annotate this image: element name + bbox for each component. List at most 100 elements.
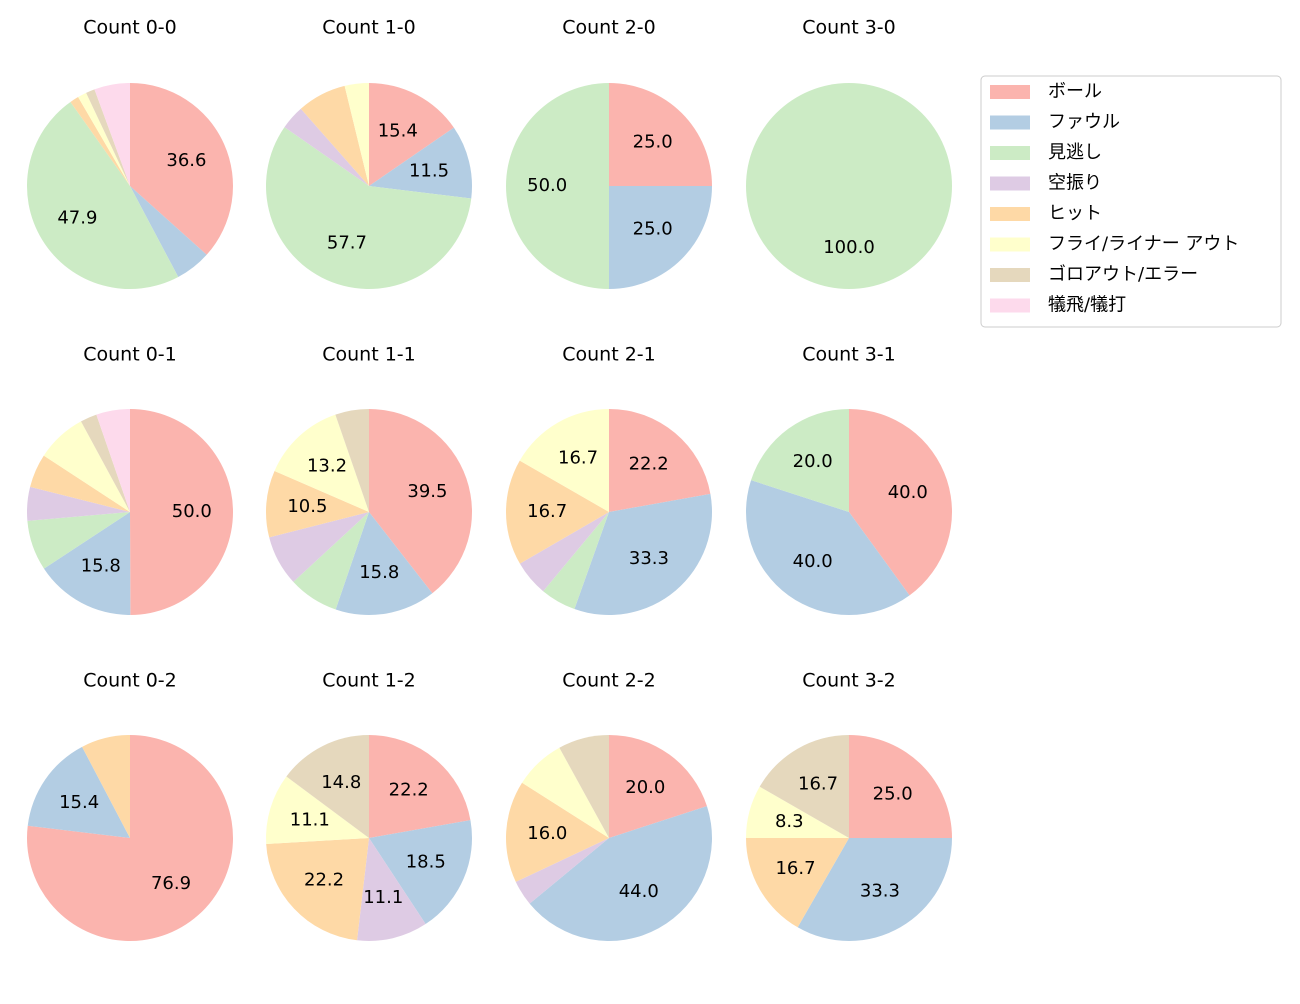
slice-label: 36.6 [166, 150, 206, 171]
slice-label: 16.7 [775, 858, 815, 879]
pie-title: Count 3-1 [802, 344, 896, 366]
pie-title: Count 1-2 [322, 670, 416, 692]
pie-slice [300, 85, 369, 186]
pie-slice [746, 480, 910, 615]
pie-slice [369, 409, 472, 594]
slice-label: 22.2 [389, 780, 429, 801]
pie-title: Count 0-1 [83, 344, 177, 366]
legend-label: ファウル [1048, 112, 1120, 133]
pie-slice [506, 460, 609, 564]
legend-swatch [990, 176, 1030, 191]
pie-slice [27, 512, 130, 569]
slice-label: 16.7 [558, 447, 598, 468]
pie-title: Count 3-2 [802, 670, 896, 692]
pie-slice [335, 409, 369, 512]
pie-slice [849, 409, 953, 596]
slice-label: 16.7 [798, 774, 838, 795]
pie-slice [266, 470, 369, 538]
slice-label: 11.1 [290, 809, 330, 830]
pie-title: Count 3-0 [802, 17, 896, 39]
slice-label: 25.0 [633, 131, 673, 152]
pie-title: Count 2-0 [562, 17, 656, 39]
pie-slice [369, 820, 472, 925]
slice-label: 100.0 [823, 237, 875, 258]
slice-label: 50.0 [172, 501, 212, 522]
slice-label: 76.9 [151, 873, 191, 894]
pie-slice [369, 83, 454, 186]
slice-label: 40.0 [888, 482, 928, 503]
pie-slice [543, 512, 609, 610]
pie-slice [797, 838, 952, 941]
legend-label: ヒット [1048, 203, 1102, 224]
pie-slice [369, 127, 472, 199]
slice-label: 20.0 [625, 777, 665, 798]
pie-slice [746, 83, 952, 289]
pie-slice [96, 409, 130, 512]
slice-label: 10.5 [287, 496, 327, 517]
slice-label: 15.8 [359, 562, 399, 583]
pie-slice [369, 735, 471, 838]
legend-swatch [990, 207, 1030, 221]
pie-slice [574, 493, 712, 615]
pie-slice [609, 409, 711, 512]
legend-swatch [990, 298, 1030, 313]
pie-slice [130, 186, 207, 278]
pie-slice [746, 786, 849, 838]
pie-title: Count 2-1 [562, 344, 656, 366]
pie-slice [30, 455, 131, 512]
pie-slice [519, 409, 609, 512]
slice-label: 8.3 [775, 811, 804, 832]
pie-slice [70, 97, 130, 186]
legend-label: ボール [1048, 81, 1102, 102]
pie-slice [515, 838, 609, 904]
pie-slice [274, 414, 369, 512]
pie-slice [94, 83, 130, 186]
pie-slice [609, 735, 707, 838]
pie-slice [344, 83, 369, 186]
pie-slice [335, 512, 433, 615]
pie-slice [506, 782, 609, 882]
pie-slice [506, 83, 609, 289]
pie-slice [529, 806, 712, 941]
pie-slice [130, 409, 234, 615]
slice-label: 13.2 [307, 456, 347, 477]
pie-slice [266, 776, 369, 844]
pie-slice [269, 512, 369, 582]
pie-slice [286, 735, 369, 838]
pie-slice [43, 421, 131, 512]
pie-slice [559, 735, 609, 838]
pie-title: Count 1-1 [322, 344, 416, 366]
slice-label: 44.0 [619, 881, 659, 902]
slice-label: 15.4 [378, 120, 418, 141]
legend-swatch [990, 237, 1030, 252]
pie-title: Count 0-2 [83, 670, 177, 692]
pie-title: Count 0-0 [83, 17, 177, 39]
legend-label: 空振り [1048, 173, 1102, 194]
pie-slice [266, 127, 472, 289]
legend-label: 見逃し [1048, 142, 1102, 163]
legend-swatch [990, 115, 1030, 130]
slice-label: 15.8 [81, 555, 121, 576]
pie-slice [80, 414, 130, 512]
pie-slice [849, 735, 952, 838]
pie-slice [284, 108, 369, 186]
slice-label: 22.2 [304, 869, 344, 890]
slice-label: 11.1 [363, 887, 403, 908]
pie-slice [759, 735, 849, 838]
slice-label: 16.0 [527, 823, 567, 844]
pie-slice [26, 735, 233, 942]
pie-slice [43, 512, 131, 615]
slice-label: 33.3 [860, 880, 900, 901]
pie-title: Count 1-0 [322, 17, 416, 39]
pie-slice [519, 512, 609, 592]
pie-slice [27, 746, 130, 838]
pie-slice [82, 735, 130, 838]
pie-slice [86, 89, 130, 186]
legend-label: 犠飛/犠打 [1048, 295, 1126, 316]
slice-label: 25.0 [873, 783, 913, 804]
legend-swatch [990, 268, 1030, 282]
slice-label: 11.5 [409, 160, 449, 181]
pie-slice [293, 512, 369, 610]
slice-label: 15.4 [59, 792, 99, 813]
